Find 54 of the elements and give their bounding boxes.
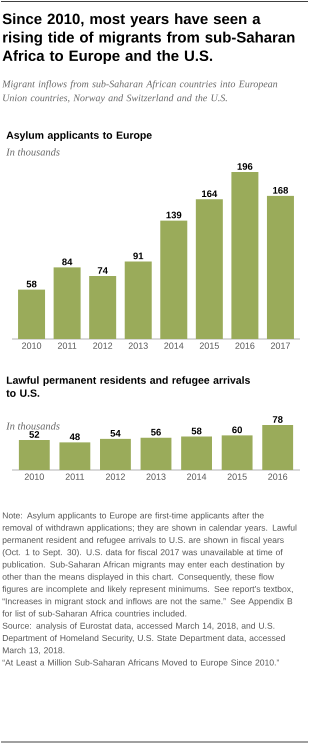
x-tick-label: 2011 bbox=[66, 474, 84, 480]
bar bbox=[196, 199, 223, 340]
chart-subtitle: In thousands bbox=[6, 148, 60, 156]
text: Since 2010, most years have seen a rising tide of migrants from sub-Saharan Africa to Europe and the U.S. bbox=[2, 13, 294, 64]
data-label: 168 bbox=[273, 186, 288, 194]
data-label: 56 bbox=[151, 428, 161, 436]
data-label: 74 bbox=[98, 267, 108, 274]
text: “At Least a Million Sub-Saharan Africans Moved to Europe Since 2010.” bbox=[2, 659, 279, 668]
data-label: 52 bbox=[29, 431, 40, 438]
data-label: 78 bbox=[272, 416, 283, 423]
x-tick-label: 2015 bbox=[200, 342, 219, 349]
bar bbox=[222, 435, 253, 470]
bar bbox=[181, 436, 212, 470]
bar bbox=[266, 196, 294, 340]
chart-title: Lawful permanent residents and refugee arrivals to U.S. bbox=[6, 376, 250, 397]
bar bbox=[18, 290, 46, 340]
x-tick-label: 2012 bbox=[106, 474, 125, 480]
bar bbox=[18, 440, 50, 470]
bar bbox=[262, 425, 294, 470]
x-tick-label: 2013 bbox=[146, 474, 166, 480]
text: Migrant inflows from sub-Saharan African countries into European Union countries, Norway and Switzerland and the U.S. bbox=[2, 80, 278, 104]
x-tick-label: 2013 bbox=[128, 342, 148, 349]
data-label: 54 bbox=[110, 430, 121, 437]
bar bbox=[54, 267, 81, 340]
x-tick-label: 2016 bbox=[268, 474, 288, 480]
data-label: 196 bbox=[238, 163, 252, 170]
x-tick-label: 2015 bbox=[228, 474, 247, 480]
data-label: 164 bbox=[202, 190, 218, 198]
x-tick-label: 2014 bbox=[164, 342, 184, 349]
bar bbox=[89, 276, 116, 340]
bar bbox=[100, 438, 131, 470]
x-tick-label: 2011 bbox=[58, 342, 76, 349]
data-label: 84 bbox=[62, 258, 72, 266]
source-note: Source: analysis of Eurostat data, accessed March 14, 2018, and U.S. Department of Homeland Security, U.S. State Department data, accessed March 13, 2018. bbox=[2, 622, 285, 654]
text: Note: Asylum applicants to Europe are first-time applicants after the removal of withdrawn applications; they are shown in calendar years. Lawful permanent resident and refugee arrivals to U.S. are shown in fiscal years (Oct. 1 to Sept. 30). U.S. data for fiscal 2017 was unavailable at time of publication. Sub-Saharan African migrants may enter each destination by other than the means displayed in this chart. Consequently, these flow figures are incomplete and likely represent minimums. See report’s textbox, “Increases in migrant stock and inflows are not the same.” See Appendix B for list of sub-Saharan Africa countries included. bbox=[2, 512, 296, 617]
bar bbox=[124, 261, 152, 340]
chart-title: Asylum applicants to Europe bbox=[6, 131, 152, 141]
data-label: 139 bbox=[166, 212, 182, 218]
x-tick-label: 2012 bbox=[93, 342, 112, 349]
x-tick-label: 2010 bbox=[22, 342, 42, 349]
data-label: 58 bbox=[192, 428, 202, 434]
data-label: 58 bbox=[26, 280, 37, 288]
x-tick-label: 2014 bbox=[187, 474, 206, 480]
x-tick-label: 2010 bbox=[24, 474, 44, 480]
data-label: 48 bbox=[70, 433, 80, 440]
bar bbox=[140, 438, 172, 470]
bar bbox=[160, 220, 188, 340]
bar bbox=[231, 172, 258, 340]
bar bbox=[59, 442, 90, 470]
data-label: 60 bbox=[232, 426, 242, 434]
x-tick-label: 2017 bbox=[270, 342, 290, 349]
data-label: 91 bbox=[133, 252, 144, 260]
x-tick-label: 2016 bbox=[235, 342, 254, 349]
chart-subtitle: In thousands bbox=[6, 422, 60, 430]
